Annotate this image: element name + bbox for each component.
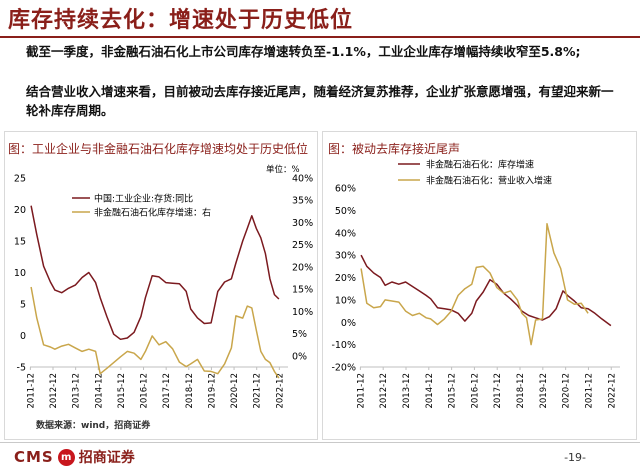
y-tick-label: 0% bbox=[341, 318, 356, 329]
logo-company-name: 招商证券 bbox=[78, 450, 135, 466]
left-chart-panel bbox=[4, 131, 318, 440]
y-right-tick-label: 15% bbox=[292, 285, 313, 296]
page-number: -19- bbox=[564, 451, 586, 464]
x-tick-label: 2017-12 bbox=[493, 373, 503, 409]
y-right-tick-label: 20% bbox=[292, 262, 313, 273]
series-line-industrial-inventory bbox=[30, 205, 280, 341]
legend-label: 中国:工业企业:存货:同比 bbox=[94, 193, 193, 205]
x-tick-label: 2020-12 bbox=[562, 373, 572, 409]
x-tick-label: 2019-12 bbox=[207, 373, 217, 409]
legend-label: 非金融石油石化库存增速：右 bbox=[94, 207, 211, 219]
left-chart-title: 图：工业企业与非金融石油石化库存增速均处于历史低位 bbox=[8, 142, 309, 156]
source-note: 数据来源：wind，招商证券 bbox=[36, 421, 151, 431]
bullet-point-2: 结合营业收入增速来看，目前被动去库存接近尾声，随着经济复苏推荐，企业扩张意愿增强… bbox=[26, 84, 614, 118]
y-left-tick-label: 25 bbox=[14, 174, 26, 185]
x-tick-label: 2012-12 bbox=[49, 373, 59, 409]
x-tick-label: 2016-12 bbox=[140, 373, 150, 409]
company-logo: CMS m 招商证券 bbox=[14, 448, 135, 466]
logo-cms-text: CMS bbox=[14, 448, 54, 466]
left-line-chart: -5 0 5 10 15 20 25 0% 5% 10% 15% 20% 25% 30% 35% 40%单位：… bbox=[14, 164, 313, 409]
y-tick-label: 50% bbox=[335, 206, 356, 217]
x-tick-label: 2022-12 bbox=[607, 373, 617, 409]
footer-rule bbox=[0, 442, 640, 443]
bullet-point-1: 截至一季度，非金融石油石化上市公司库存增速转负至-1.1%，工业企业库存增幅持续… bbox=[26, 44, 581, 59]
y-tick-label: 30% bbox=[335, 251, 356, 262]
y-left-tick-label: 10 bbox=[14, 268, 26, 279]
x-tick-label: 2011-12 bbox=[356, 373, 366, 409]
x-tick-label: 2014-12 bbox=[425, 373, 435, 409]
x-tick-label: 2012-12 bbox=[379, 373, 389, 409]
y-right-tick-label: 25% bbox=[292, 240, 313, 251]
y-right-tick-label: 0% bbox=[292, 351, 307, 362]
right-chart-panel bbox=[322, 131, 637, 440]
y-right-tick-label: 40% bbox=[292, 174, 313, 185]
unit-label: 单位：% bbox=[266, 164, 300, 175]
x-tick-label: 2017-12 bbox=[162, 373, 172, 409]
y-tick-label: -20% bbox=[331, 363, 356, 374]
slide-title: 库存持续去化：增速处于历史低位 bbox=[8, 8, 354, 33]
y-tick-label: 60% bbox=[335, 184, 356, 195]
y-tick-label: 40% bbox=[335, 228, 356, 239]
x-tick-label: 2015-12 bbox=[448, 373, 458, 409]
series-line-nonfinancial-inventory bbox=[30, 286, 280, 379]
x-tick-label: 2022-12 bbox=[275, 373, 285, 409]
y-right-tick-label: 30% bbox=[292, 218, 313, 229]
title-rule bbox=[0, 36, 640, 38]
legend-label: 非金融石油石化：营业收入增速 bbox=[426, 175, 552, 187]
y-left-tick-label: 15 bbox=[14, 237, 26, 248]
x-tick-label: 2020-12 bbox=[230, 373, 240, 409]
y-left-tick-label: 5 bbox=[20, 300, 26, 311]
y-left-tick-label: 0 bbox=[20, 331, 26, 342]
x-tick-label: 2013-12 bbox=[402, 373, 412, 409]
right-chart-title: 图：被动去库存接近尾声 bbox=[328, 142, 461, 156]
series-line-revenue-growth bbox=[360, 223, 589, 346]
right-line-chart: -20% -10% 0% 10% 20% 30% 40% 50% 60% 2011-12 2012-… bbox=[331, 159, 620, 409]
x-tick-label: 2015-12 bbox=[117, 373, 127, 409]
y-right-tick-label: 35% bbox=[292, 196, 313, 207]
x-tick-label: 2016-12 bbox=[470, 373, 480, 409]
legend-label: 非金融石油石化：库存增速 bbox=[426, 159, 534, 171]
y-tick-label: 10% bbox=[335, 295, 356, 306]
y-right-tick-label: 5% bbox=[292, 329, 307, 340]
x-tick-label: 2013-12 bbox=[72, 373, 82, 409]
x-tick-label: 2014-12 bbox=[94, 373, 104, 409]
y-tick-label: 20% bbox=[335, 273, 356, 284]
series-line-inventory-growth bbox=[360, 254, 612, 327]
y-tick-label: -10% bbox=[331, 340, 356, 351]
y-right-tick-label: 10% bbox=[292, 307, 313, 318]
x-tick-label: 2021-12 bbox=[584, 373, 594, 409]
x-tick-label: 2018-12 bbox=[516, 373, 526, 409]
x-tick-label: 2019-12 bbox=[539, 373, 549, 409]
y-left-tick-label: 20 bbox=[14, 205, 26, 216]
logo-badge-icon: m bbox=[57, 448, 75, 466]
x-tick-label: 2011-12 bbox=[26, 373, 36, 409]
y-left-tick-label: -5 bbox=[17, 363, 26, 374]
x-tick-label: 2021-12 bbox=[253, 373, 263, 409]
x-tick-label: 2018-12 bbox=[185, 373, 195, 409]
